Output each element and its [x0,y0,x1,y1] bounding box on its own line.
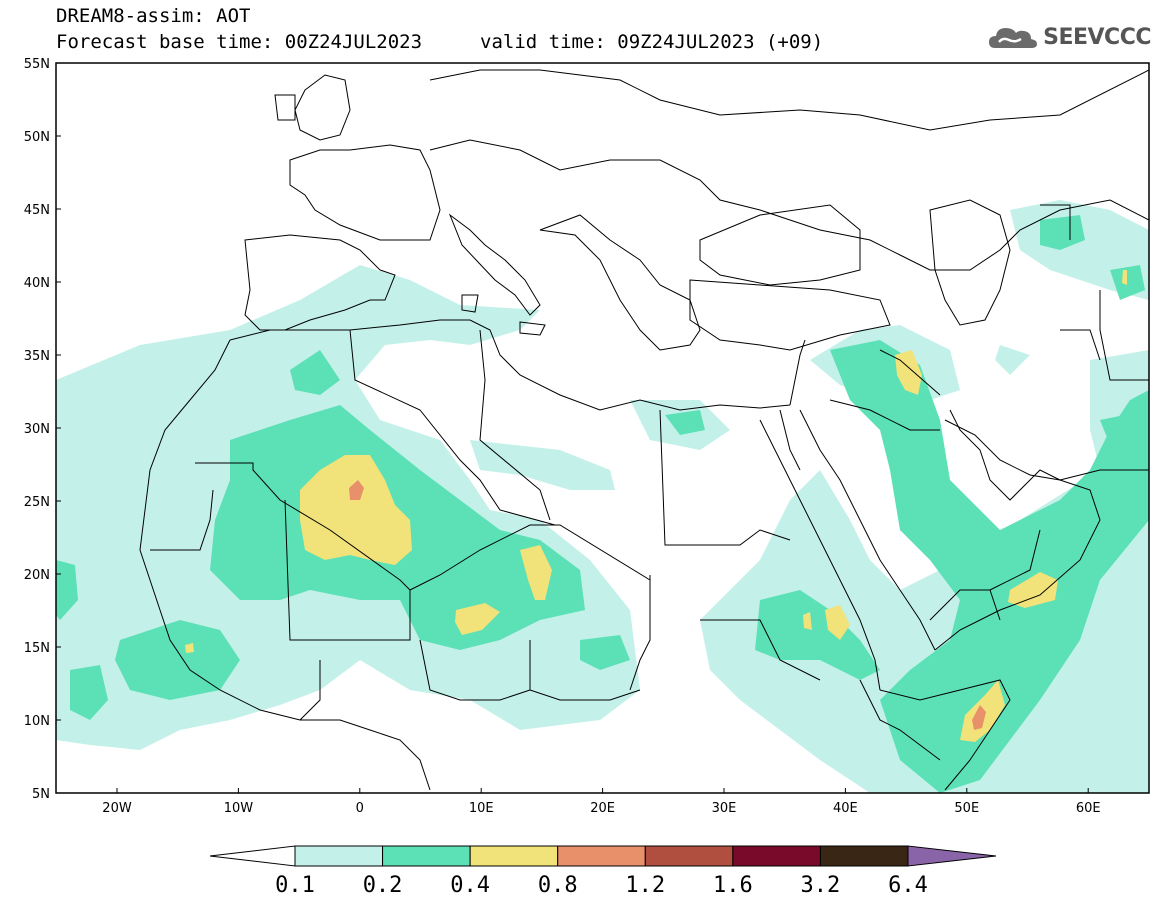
colorbar-label: 0.1 [275,873,315,898]
colorbar-swatch [819,845,909,867]
aot-shading [56,200,1149,793]
lon-label: 20E [590,801,615,816]
colorbar-label: 3.2 [801,873,841,898]
lon-label: 0 [356,801,364,816]
longitude-axis: 20W 10W 0 10E 20E 30E 40E 50E 60E [102,788,1101,816]
colorbar-max-arrow [907,845,997,867]
colorbar-swatch [644,845,734,867]
colorbar-min-arrow [209,845,296,867]
lat-label: 10N [24,714,50,729]
lon-label: 20W [102,801,132,816]
lat-label: 15N [24,641,50,656]
lon-label: 40E [833,801,858,816]
cloud-icon [989,28,1038,48]
colorbar-label: 0.2 [363,873,403,898]
colorbar-swatch [469,845,559,867]
lat-label: 40N [24,276,50,291]
map-title: DREAM8-assim: AOT [56,5,251,27]
lon-label: 10E [469,801,494,816]
lon-label: 30E [712,801,737,816]
latitude-axis: 55N 50N 45N 40N 35N 30N 25N 20N 15N 10N 5N [24,57,61,802]
lon-label: 50E [954,801,979,816]
borders [150,204,1149,761]
lat-label: 55N [24,57,50,72]
logo-text: SEEVCCC [1043,24,1151,50]
colorbar-label: 0.8 [538,873,578,898]
lat-label: 45N [24,203,50,218]
colorbar-swatch [382,845,471,867]
lat-label: 35N [24,349,50,364]
lat-label: 30N [24,422,50,437]
lon-label: 60E [1076,801,1101,816]
coastlines [139,69,1149,791]
colorbar-swatch [294,845,384,867]
aot-band-0-8 [349,480,986,730]
colorbar-label: 1.6 [713,873,753,898]
lat-label: 25N [24,495,50,510]
colorbar-label: 1.2 [625,873,665,898]
lat-label: 50N [24,130,50,145]
colorbar-swatch [557,845,646,867]
valid-time: valid time: 09Z24JUL2023 (+09) [480,31,824,53]
colorbar-swatch [732,845,821,867]
colorbar-label: 0.4 [450,873,490,898]
lat-label: 20N [24,568,50,583]
seevccc-logo: SEEVCCC [987,22,1151,52]
lon-label: 10W [224,801,254,816]
forecast-base-time: Forecast base time: 00Z24JUL2023 [56,31,423,53]
colorbar-label: 6.4 [888,873,928,898]
colorbar: 0.1 0.2 0.4 0.8 1.2 1.6 3.2 6.4 [209,845,997,898]
lat-label: 5N [32,787,50,802]
